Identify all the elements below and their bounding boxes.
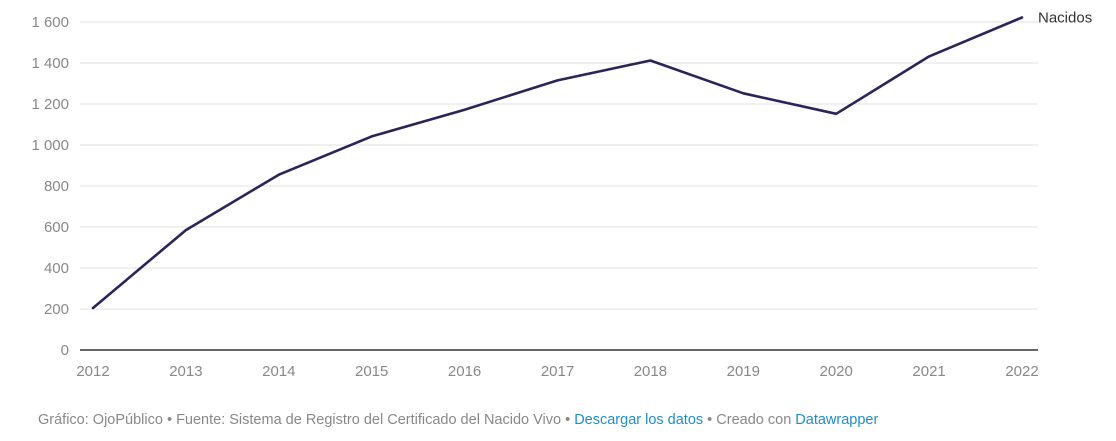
x-tick-label: 2016 <box>448 363 481 380</box>
x-tick-label: 2014 <box>262 363 295 380</box>
x-tick-label: 2022 <box>1005 363 1038 380</box>
series-layer: Nacidos <box>91 9 1092 310</box>
series-label: Nacidos <box>1038 9 1092 26</box>
y-axis-ticks: 0 200 400 600 800 1 000 1 200 1 400 1 600 <box>31 14 69 359</box>
source-text: Fuente: Sistema de Registro del Certific… <box>176 412 562 428</box>
x-tick-label: 2020 <box>820 363 853 380</box>
x-tick-label: 2019 <box>727 363 760 380</box>
created-with-text: Creado con <box>716 412 796 428</box>
chart-footer: Gráfico: OjoPúblico • Fuente: Sistema de… <box>38 412 878 428</box>
x-tick-label: 2018 <box>634 363 667 380</box>
y-tick-label: 800 <box>44 178 69 195</box>
y-tick-label: 1 200 <box>31 96 69 113</box>
y-tick-label: 0 <box>61 342 69 359</box>
credit-text: Gráfico: OjoPúblico <box>38 412 163 428</box>
y-tick-label: 200 <box>44 301 69 318</box>
datawrapper-link[interactable]: Datawrapper <box>795 412 879 428</box>
series-line-nacidos <box>91 16 1024 310</box>
footer-separator: • <box>162 412 177 428</box>
x-tick-label: 2015 <box>355 363 388 380</box>
x-tick-label: 2017 <box>541 363 574 380</box>
y-tick-label: 400 <box>44 260 69 277</box>
x-axis-ticks: 2012 2013 2014 2015 2016 2017 2018 2019 2020 2021… <box>76 363 1038 380</box>
y-tick-label: 1 600 <box>31 14 69 31</box>
grid-lines <box>80 21 1038 351</box>
x-tick-label: 2013 <box>169 363 202 380</box>
y-tick-label: 1 000 <box>31 137 69 154</box>
x-tick-label: 2012 <box>76 363 109 380</box>
footer-separator: • <box>561 412 575 428</box>
footer-separator: • <box>703 412 717 428</box>
download-data-link[interactable]: Descargar los datos <box>574 412 704 428</box>
x-tick-label: 2021 <box>912 363 945 380</box>
y-tick-label: 600 <box>44 219 69 236</box>
y-tick-label: 1 400 <box>31 55 69 72</box>
